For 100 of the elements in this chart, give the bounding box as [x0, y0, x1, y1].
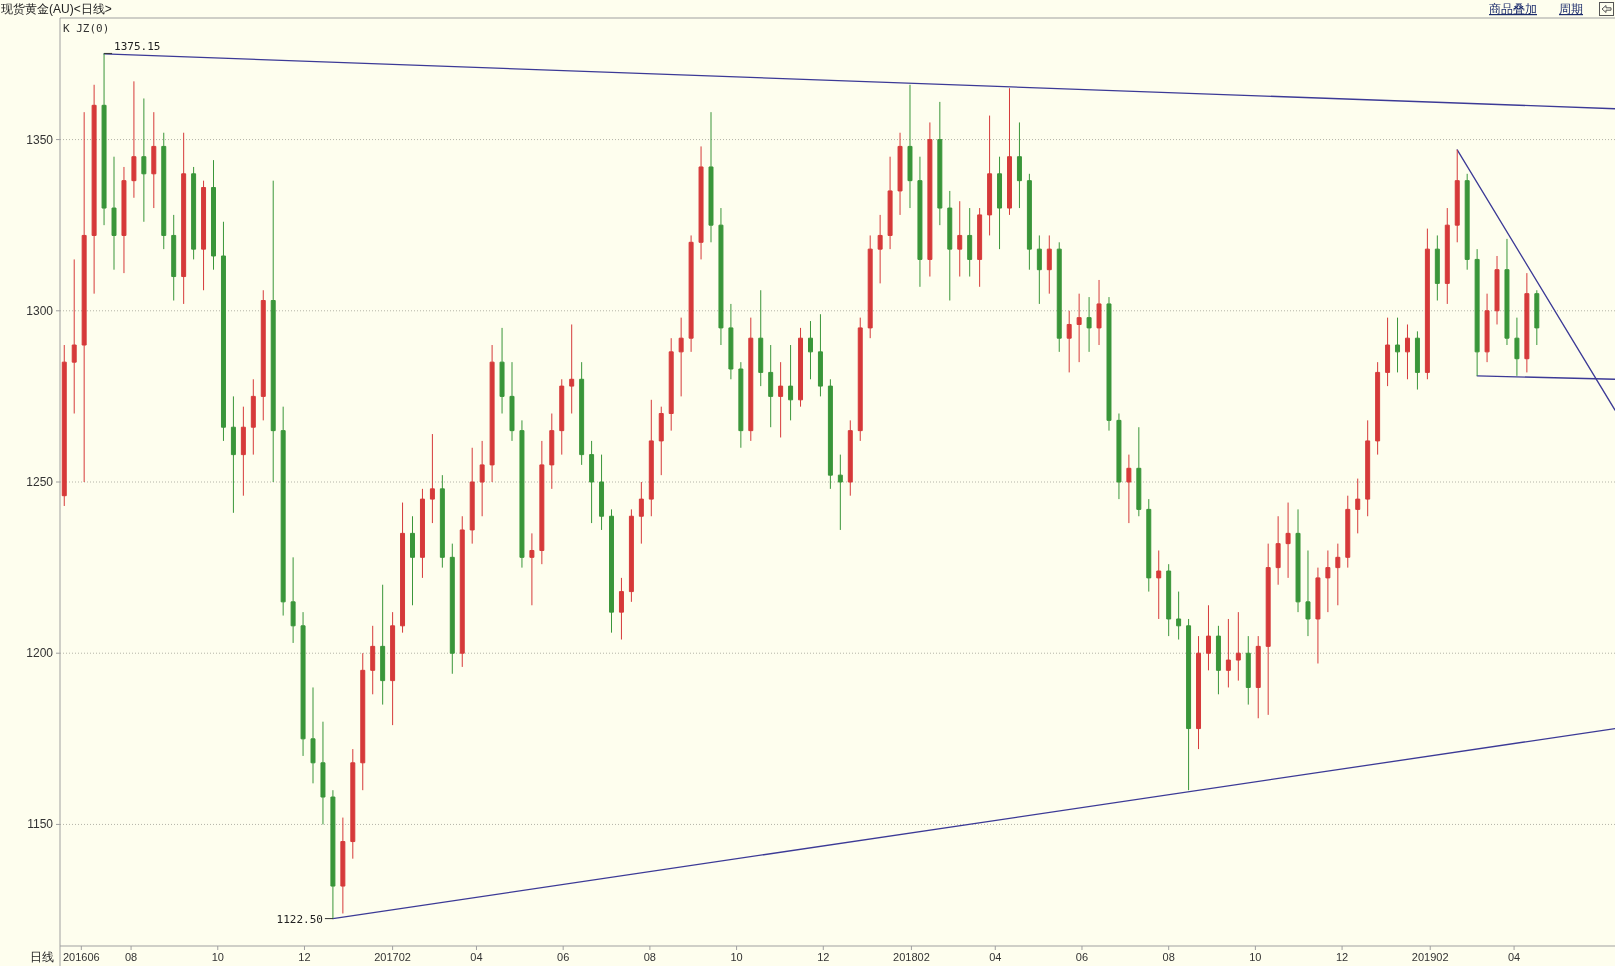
- candlestick: [141, 97, 147, 223]
- x-tick-label: 201606: [62, 951, 100, 963]
- candlestick: [1315, 567, 1321, 664]
- candlestick: [1205, 604, 1211, 671]
- candlestick: [519, 419, 525, 569]
- candlestick: [599, 454, 605, 531]
- x-tick-label: 06: [1075, 951, 1089, 963]
- x-tick-label: 201702: [374, 951, 411, 963]
- candlestick: [997, 156, 1003, 250]
- x-tick-label: 201902: [1411, 951, 1449, 963]
- candlestick: [1474, 248, 1480, 377]
- candlestick: [1395, 317, 1401, 373]
- candlestick: [1295, 508, 1301, 613]
- candlestick: [549, 413, 555, 490]
- candlestick: [1484, 293, 1490, 363]
- candlestick: [569, 323, 575, 415]
- candlestick: [1275, 515, 1281, 586]
- candlestick: [220, 221, 226, 442]
- candlestick: [390, 611, 396, 726]
- text: 周期: [1559, 2, 1583, 16]
- candlestick: [1504, 238, 1510, 346]
- y-tick-label: 1300: [26, 303, 54, 318]
- candlestick: [1514, 317, 1520, 377]
- x-tick-label: 08: [1162, 951, 1175, 963]
- candlestick: [429, 433, 435, 524]
- candlestick: [1186, 618, 1192, 791]
- candlestick: [1534, 289, 1540, 346]
- candlestick: [748, 317, 754, 442]
- candlestick: [847, 419, 853, 497]
- candlestick: [1305, 549, 1311, 637]
- candlestick: [400, 502, 406, 634]
- candlestick: [1345, 495, 1351, 569]
- candlestick: [1036, 234, 1042, 305]
- candlestick: [1215, 625, 1221, 695]
- candlestick: [977, 207, 983, 288]
- candlestick: [270, 180, 276, 483]
- candlestick: [638, 481, 644, 545]
- x-axis-title: 日线: [30, 950, 54, 964]
- candlestick: [489, 344, 495, 483]
- x-tick-label: 12: [298, 951, 311, 963]
- candlestick: [360, 652, 366, 791]
- candlestick: [1434, 234, 1440, 302]
- candlestick: [1146, 498, 1152, 593]
- candlestick: [1325, 549, 1331, 613]
- x-tick-label: 10: [211, 951, 224, 963]
- candlestick: [1375, 361, 1381, 456]
- candlestick: [290, 556, 296, 644]
- candlestick: [1285, 502, 1291, 579]
- candlestick: [728, 303, 734, 380]
- candlestick: [1016, 121, 1022, 209]
- x-tick-label: 04: [1507, 951, 1521, 963]
- candlestick: [310, 686, 316, 784]
- candlestick: [1076, 293, 1082, 363]
- candlestick: [798, 327, 804, 408]
- candlestick: [1106, 296, 1112, 432]
- candlestick: [808, 320, 813, 380]
- candlestick: [698, 145, 704, 260]
- y-tick-label: 1200: [26, 646, 54, 661]
- candlestick: [688, 234, 694, 353]
- candlestick: [827, 378, 833, 490]
- candlestick: [230, 395, 236, 514]
- candlestick: [161, 132, 167, 250]
- candlestick: [668, 337, 674, 432]
- candlestick: [1235, 611, 1241, 682]
- candlestick: [1385, 317, 1391, 387]
- annotation: 1122.50: [276, 912, 323, 926]
- candlestick: [1414, 330, 1420, 391]
- candlestick: [589, 440, 595, 524]
- candlestick: [1156, 549, 1162, 620]
- candlestick: [768, 344, 774, 428]
- candlestick: [1335, 543, 1341, 606]
- x-tick-label: 04: [470, 951, 483, 963]
- candlestick: [758, 289, 764, 387]
- candlestick: [539, 440, 545, 565]
- candlestick: [459, 515, 465, 668]
- candlestick: [917, 156, 923, 288]
- candlestick: [1444, 207, 1450, 305]
- candlestick: [91, 84, 97, 295]
- candlestick: [250, 378, 256, 456]
- candlestick: [678, 317, 684, 397]
- candlestick: [340, 817, 346, 914]
- x-tick-label: 06: [557, 951, 570, 963]
- candlestick: [957, 200, 963, 278]
- candlestick: [1136, 426, 1142, 517]
- text: 商品叠加: [1489, 2, 1537, 16]
- candlestick: [320, 721, 326, 825]
- candlestick: [1225, 618, 1231, 688]
- candlestick: [479, 440, 485, 517]
- candlestick: [778, 361, 784, 438]
- candlestick: [857, 317, 863, 442]
- candlestick: [370, 625, 376, 695]
- candlestick: [509, 361, 515, 442]
- candlestick: [708, 111, 714, 243]
- candlestick: [937, 101, 943, 226]
- candlestick: [947, 190, 953, 302]
- x-tick-label: 10: [730, 951, 743, 963]
- candlestick: [300, 611, 306, 757]
- candlestick: [618, 577, 624, 641]
- candlestick: [877, 214, 883, 284]
- candlestick: [101, 52, 107, 226]
